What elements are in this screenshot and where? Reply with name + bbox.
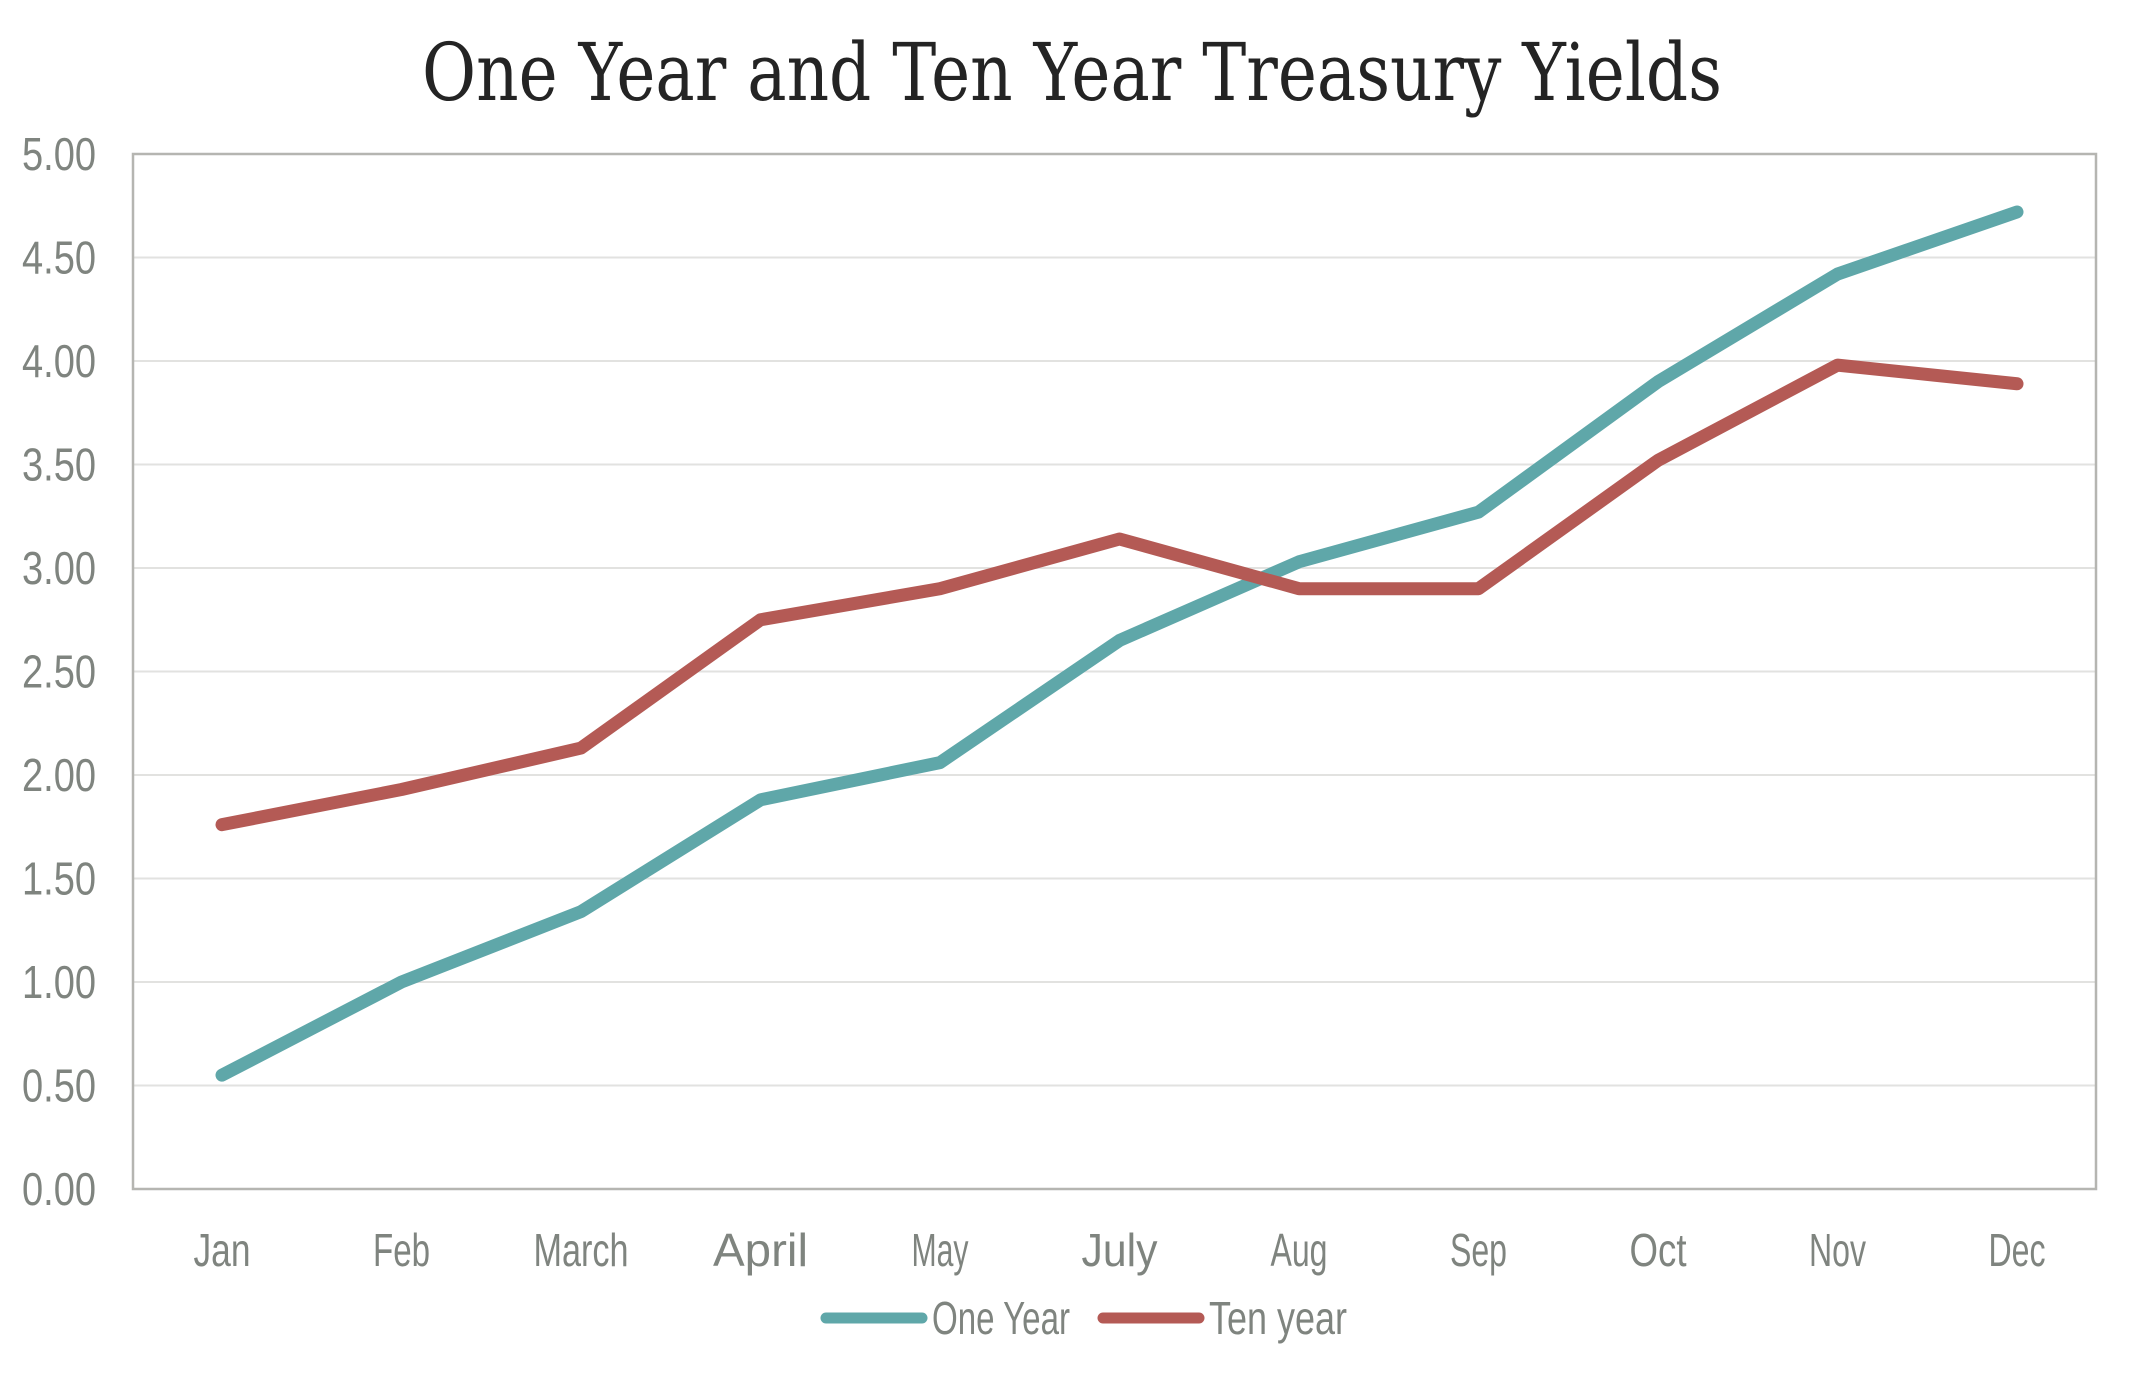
legend-label-one-year: One Year: [932, 1292, 1070, 1344]
series-lines: [215, 205, 2024, 1082]
x-axis-tick-label: March: [534, 1224, 629, 1276]
x-axis-tick-labels: Jan Feb March April May July Aug Sep Oct Nov Dec: [194, 1224, 2046, 1276]
y-axis-tick-label: 3.50: [22, 439, 96, 491]
y-axis-tick-labels: 5.00 4.50 4.00 3.50 3.00 2.50 2.00 1.50 1.00 0.50…: [22, 128, 96, 1215]
chart-title: One Year and Ten Year Treasury Yields: [422, 26, 1722, 119]
x-axis-tick-label: April: [713, 1224, 808, 1276]
y-axis-tick-label: 0.50: [22, 1060, 96, 1112]
series-line-ten-year: [215, 358, 2024, 832]
x-axis-tick-label: Aug: [1271, 1224, 1328, 1276]
x-axis-tick-label: Feb: [373, 1224, 430, 1276]
y-axis-tick-label: 1.50: [22, 853, 96, 905]
x-axis-tick-label: Nov: [1809, 1224, 1866, 1276]
x-axis-tick-label: Dec: [1989, 1224, 2046, 1276]
x-axis-tick-label: Sep: [1450, 1224, 1507, 1276]
y-axis-tick-label: 4.00: [22, 335, 96, 387]
x-axis-tick-label: May: [912, 1224, 969, 1276]
y-axis-tick-label: 5.00: [22, 128, 96, 180]
series-line-one-year: [215, 205, 2024, 1082]
x-axis-tick-label: Jan: [194, 1224, 251, 1276]
legend-label-ten-year: Ten year: [1209, 1292, 1347, 1344]
y-axis-tick-label: 2.00: [22, 749, 96, 801]
y-axis-tick-label: 4.50: [22, 232, 96, 284]
y-axis-tick-label: 0.00: [22, 1163, 96, 1215]
y-axis-tick-label: 3.00: [22, 542, 96, 594]
y-axis-tick-label: 2.50: [22, 646, 96, 698]
x-axis-tick-label: Oct: [1630, 1224, 1687, 1276]
plot-border: [131, 152, 2098, 1191]
legend: One Year Ten year: [820, 1292, 1347, 1344]
y-axis-tick-label: 1.00: [22, 956, 96, 1008]
x-axis-tick-label: July: [1082, 1224, 1158, 1276]
